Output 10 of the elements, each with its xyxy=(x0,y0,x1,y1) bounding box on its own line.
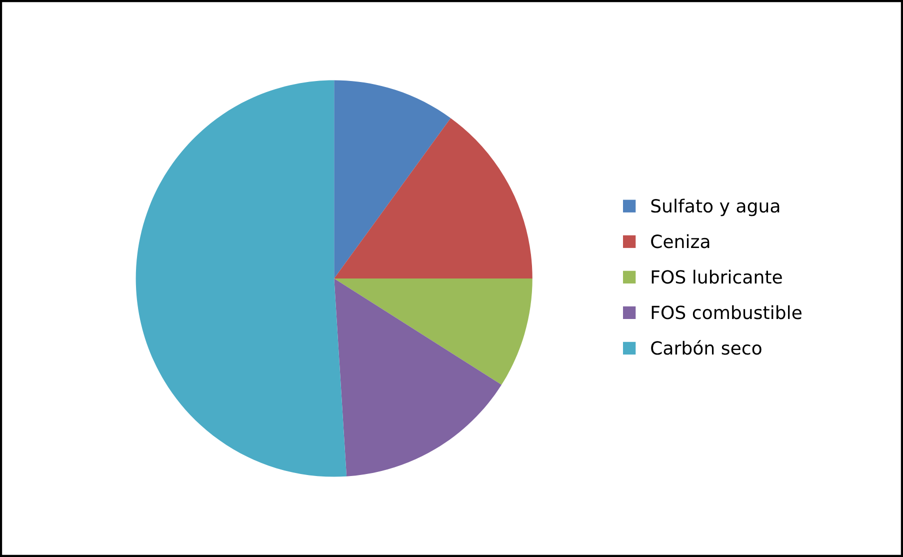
pie-slice xyxy=(334,278,502,476)
pie-slice xyxy=(334,118,532,278)
legend-label: Carbón seco xyxy=(651,340,762,355)
pie-slice xyxy=(334,80,451,278)
legend-label: Sulfato y agua xyxy=(651,198,780,216)
legend-label: Ceniza xyxy=(651,234,710,248)
legend-label: FOS lubricante xyxy=(652,270,782,284)
legend-label: FOS combustible xyxy=(652,305,802,320)
pie-slice xyxy=(136,80,347,477)
pie-slice xyxy=(334,278,532,385)
